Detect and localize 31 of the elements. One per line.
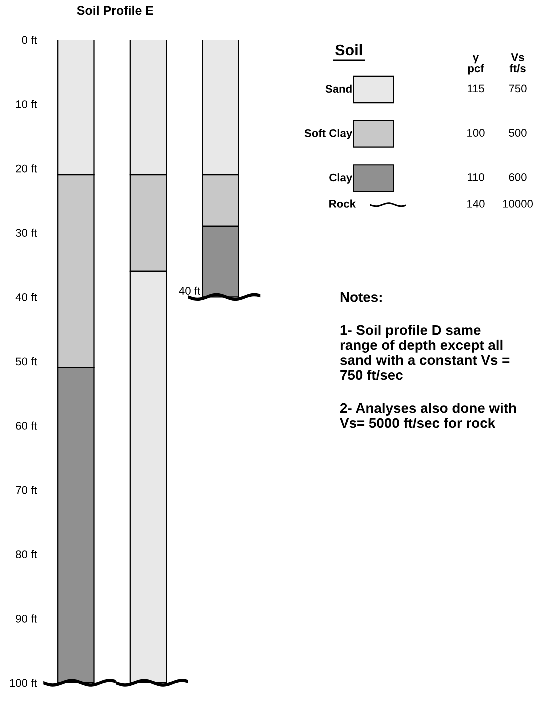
text: 500 (509, 129, 527, 137)
text: γ pcf (468, 55, 484, 75)
legend-label: Soft Clay (304, 129, 353, 140)
y-tick-label: 50 ft (16, 357, 38, 366)
chart-title: Soil Profile E (77, 6, 154, 16)
y-tick-label: 0 ft (22, 36, 38, 44)
annotation: 40 ft (179, 286, 200, 296)
y-tick-label: 80 ft (16, 550, 38, 559)
y-tick-label: 100 ft (10, 678, 38, 688)
text: 110 (468, 173, 484, 182)
text: 115 (468, 84, 484, 93)
legend-label: Sand (326, 84, 352, 94)
text: Notes: (340, 292, 382, 302)
text: 10000 (503, 200, 534, 208)
text: 2- Analyses also done with Vs= 5000 ft/sec for rock (340, 403, 516, 428)
y-tick-label: 40 ft (16, 293, 38, 302)
text: 600 (509, 173, 527, 182)
y-tick-label: 30 ft (16, 228, 38, 238)
y-tick-label: 70 ft (16, 486, 38, 494)
text: Rock (330, 200, 356, 208)
legend-label: Clay (330, 174, 353, 184)
text: Vs ft/s (510, 54, 526, 73)
y-tick-label: 20 ft (16, 164, 38, 173)
text: 750 (509, 84, 527, 93)
text: 1- Soil profile D same range of depth except all sand with a constant Vs = 750 ft/sec (340, 325, 510, 380)
legend-title: Soil (336, 44, 362, 56)
text: 140 (468, 200, 485, 208)
y-tick-label: 90 ft (16, 614, 38, 623)
y-tick-label: 10 ft (16, 100, 38, 108)
text: 100 (468, 129, 485, 137)
y-tick-label: 60 ft (16, 422, 38, 430)
